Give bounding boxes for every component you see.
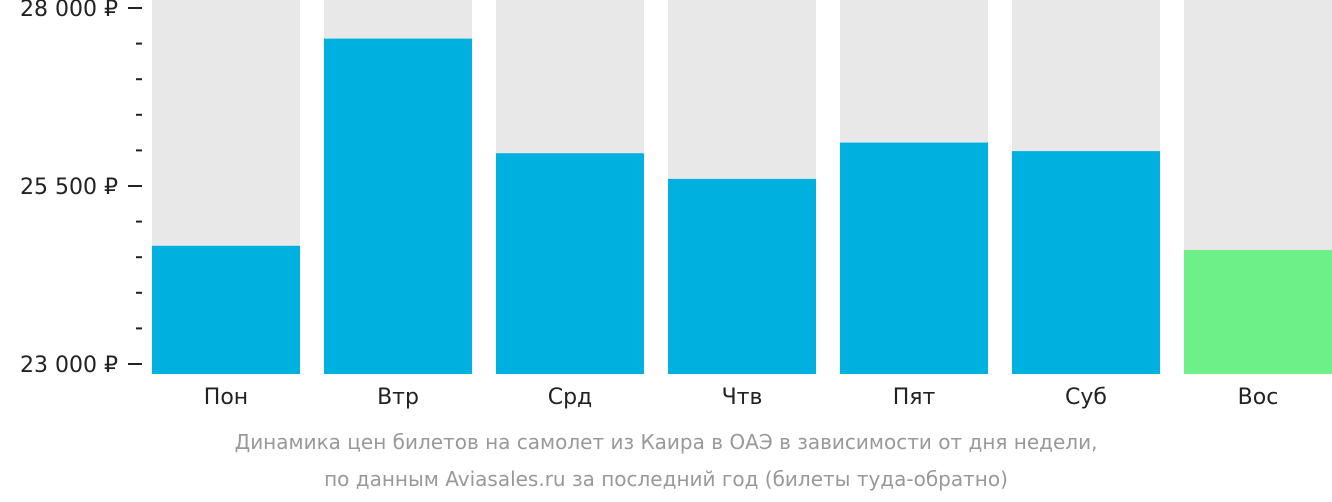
chart-caption-line-2: по данным Aviasales.ru за последний год … [324, 467, 1008, 491]
x-category-label: Пон [204, 385, 248, 410]
y-tick-label: 25 500 ₽ [20, 175, 118, 200]
x-category-label: Чтв [722, 385, 763, 410]
chart-caption-line-1: Динамика цен билетов на самолет из Каира… [234, 430, 1098, 454]
bar-3 [496, 153, 644, 374]
bar-2 [324, 38, 472, 375]
bar-6 [1012, 151, 1160, 374]
x-category-label: Пят [893, 385, 936, 410]
x-axis-labels: Пон Втр Срд Чтв Пят Суб Вос [204, 385, 1279, 410]
y-tick-label: 23 000 ₽ [20, 353, 118, 378]
bars [152, 0, 1332, 375]
y-axis: 28 000 ₽ 25 500 ₽ 23 000 ₽ [20, 0, 142, 378]
bar-7 [1184, 250, 1332, 374]
x-category-label: Суб [1065, 385, 1107, 410]
x-category-label: Срд [548, 385, 593, 410]
bar-5 [840, 142, 988, 374]
bar-4 [668, 178, 816, 374]
y-tick-label: 28 000 ₽ [20, 0, 118, 22]
x-category-label: Втр [377, 385, 419, 410]
bar-1 [152, 245, 300, 374]
x-category-label: Вос [1238, 385, 1279, 410]
